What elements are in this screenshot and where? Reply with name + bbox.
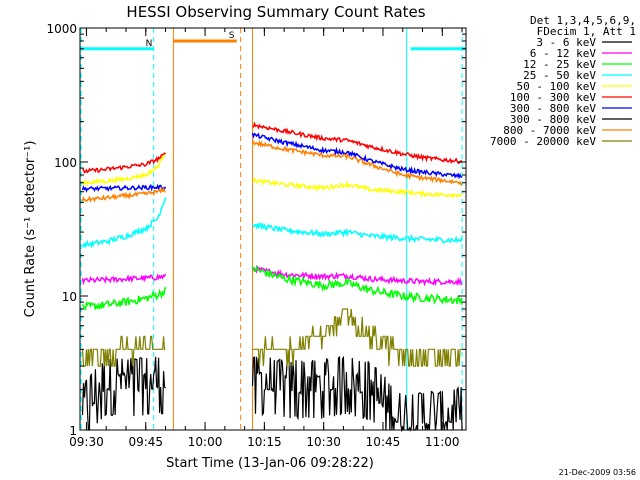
- series-line-2: [81, 264, 463, 311]
- series-line-4: [81, 152, 463, 199]
- y-tick-label-1: 10: [62, 290, 77, 304]
- series-line-8: [81, 139, 463, 203]
- y-axis-label: Count Rate (s⁻¹ detector⁻¹): [23, 141, 38, 318]
- plot-frame: [79, 27, 467, 431]
- x-tick-label-5: 10:45: [366, 435, 401, 449]
- legend-label-4: 50 - 100 keV: [517, 80, 597, 93]
- legend-label-2: 12 - 25 keV: [523, 58, 596, 71]
- series-line-1: [81, 264, 463, 287]
- legend-label-8: 800 - 7000 keV: [503, 124, 596, 137]
- legend-label-0: 3 - 6 keV: [536, 36, 596, 49]
- axes: 09:30 09:45 10:00 10:15 10:30 10:45 11:00 1 10 10…: [46, 22, 466, 449]
- x-tick-label-3: 10:15: [247, 435, 282, 449]
- x-tick-label-6: 11:00: [425, 435, 460, 449]
- legend-label-3: 25 - 50 keV: [523, 69, 596, 82]
- legend-label-1: 6 - 12 keV: [530, 47, 597, 60]
- series-line-0: [81, 355, 463, 433]
- series-line-6: [81, 132, 463, 193]
- plot-area: NS: [80, 28, 466, 433]
- y-tick-label-2: 100: [54, 156, 77, 170]
- x-axis-label: Start Time (13-Jan-06 09:28:22): [166, 456, 374, 471]
- flag-label-1: S: [229, 31, 235, 41]
- series-line-5: [82, 121, 463, 174]
- y-tick-label-0: 1: [69, 424, 77, 438]
- footer-timestamp: 21-Dec-2009 03:56: [559, 468, 636, 477]
- x-tick-label-0: 09:30: [69, 435, 104, 449]
- legend-title-0: Det 1,3,4,5,6,9,: [530, 14, 636, 27]
- legend-label-9: 7000 - 20000 keV: [490, 135, 596, 148]
- y-tick-label-3: 1000: [46, 22, 77, 36]
- series-line-9: [81, 308, 462, 367]
- legend-title-1: FDecim 1, Att 1: [537, 25, 636, 38]
- legend-label-6: 300 - 800 keV: [510, 102, 596, 115]
- x-tick-label-1: 09:45: [128, 435, 163, 449]
- x-tick-label-4: 10:30: [306, 435, 341, 449]
- chart-title: HESSI Observing Summary Count Rates: [126, 3, 425, 21]
- legend-label-5: 100 - 300 keV: [510, 91, 596, 104]
- x-tick-label-2: 10:00: [188, 435, 223, 449]
- flag-label-0: N: [146, 39, 153, 49]
- legend: Det 1,3,4,5,6,9,FDecim 1, Att 13 - 6 keV…: [490, 14, 636, 148]
- series-line-3: [81, 197, 463, 249]
- legend-label-7: 300 - 800 keV: [510, 113, 596, 126]
